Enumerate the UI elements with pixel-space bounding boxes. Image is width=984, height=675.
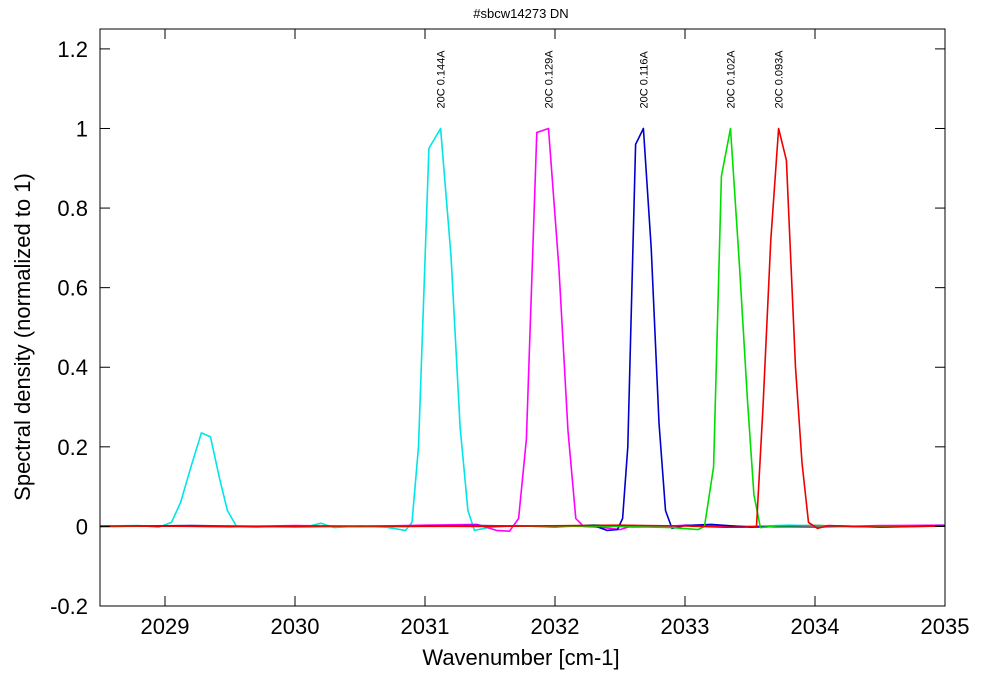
y-tick-label: -0.2 [50, 594, 88, 619]
peak-label-4: 20C 0.102A [726, 50, 738, 109]
x-axis-label: Wavenumber [cm-1] [422, 645, 619, 670]
series-line-4 [99, 127, 946, 531]
peak-label-2: 20C 0.129A [544, 50, 556, 109]
peak-label-1: 20C 0.144A [436, 50, 448, 109]
x-tick-label: 2029 [141, 614, 190, 639]
y-tick-label: 0.2 [57, 435, 88, 460]
x-tick-label: 2032 [531, 614, 580, 639]
series-line-5 [99, 127, 946, 530]
y-tick-label: 0.8 [57, 196, 88, 221]
y-tick-label: 0.6 [57, 276, 88, 301]
peak-labels: 20C 0.144A 20C 0.129A 20C 0.116A 20C 0.102A… [436, 50, 786, 109]
x-axis: 2029 2030 2031 2032 2033 2034 2035 [141, 29, 970, 639]
plot-area [99, 127, 946, 532]
x-tick-label: 2030 [271, 614, 320, 639]
peak-label-3: 20C 0.116A [638, 51, 650, 109]
y-tick-label: 0 [76, 514, 88, 539]
chart-title: #sbcw14273 DN [473, 6, 568, 21]
y-axis-label: Spectral density (normalized to 1) [10, 173, 35, 501]
y-tick-label: 0.4 [57, 355, 88, 380]
x-tick-label: 2033 [661, 614, 710, 639]
series-line-1 [99, 127, 946, 532]
peak-label-5: 20C 0.093A [774, 50, 786, 109]
series-line-2 [99, 127, 946, 532]
x-tick-label: 2035 [921, 614, 970, 639]
x-tick-label: 2034 [791, 614, 840, 639]
plot-frame [99, 28, 946, 607]
y-axis: -0.2 0 0.2 0.4 0.6 0.8 1 1.2 [50, 37, 945, 619]
y-tick-label: 1.2 [57, 37, 88, 62]
series-line-3 [99, 127, 946, 532]
y-tick-label: 1 [76, 116, 88, 141]
x-tick-label: 2031 [401, 614, 450, 639]
